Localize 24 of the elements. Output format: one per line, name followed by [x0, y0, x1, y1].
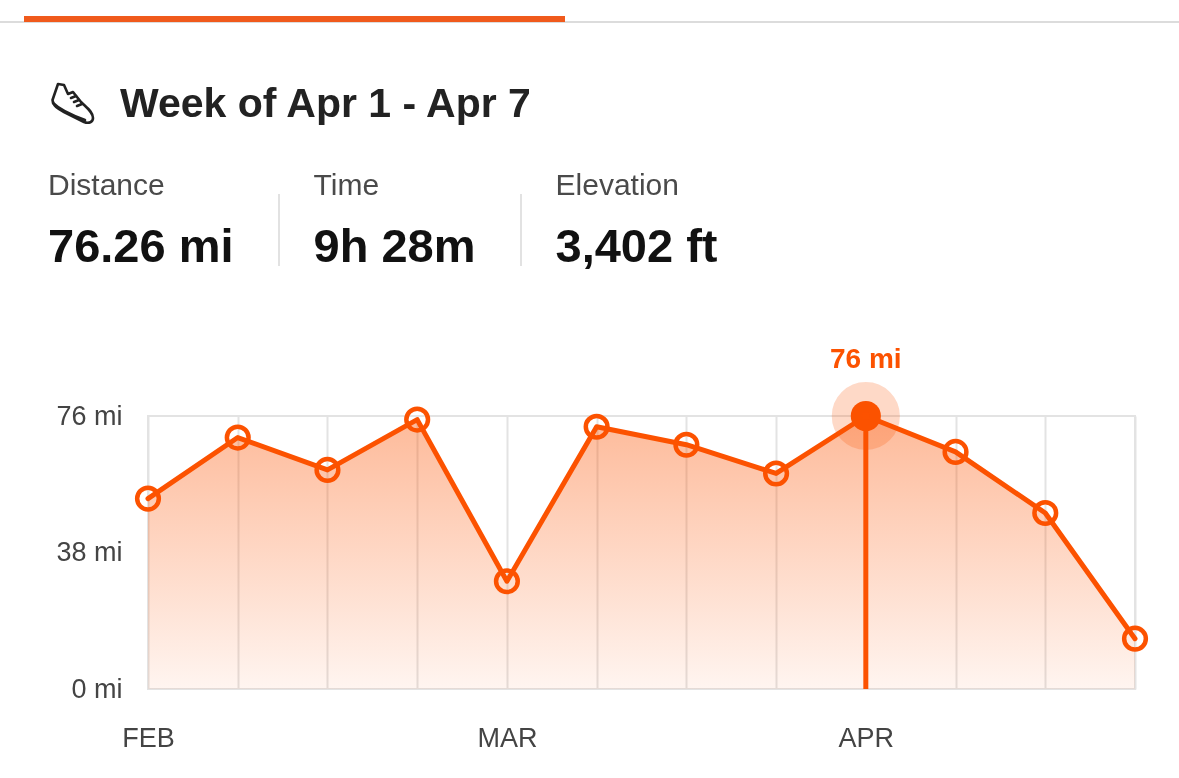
point [763, 460, 790, 487]
y-tick-label: 0 mi [71, 673, 123, 704]
y-tick-label: 38 mi [56, 537, 123, 567]
text: 76.26 mi [48, 218, 234, 274]
y-tick-label: 76 mi [56, 400, 123, 431]
chart-title: Week of Apr 1 - Apr 7 [120, 79, 531, 128]
point [1032, 499, 1059, 527]
point [224, 424, 251, 451]
point [942, 438, 969, 465]
text: 3,402 ft [555, 218, 718, 274]
point [134, 485, 162, 512]
point [404, 406, 431, 433]
point [831, 381, 900, 451]
point [1121, 625, 1149, 652]
data-label: 76 mi [830, 343, 902, 374]
text: Time [313, 167, 381, 203]
text: 9h 28m [313, 218, 476, 274]
x-tick-label: MAR [477, 722, 538, 753]
x-tick-label: APR [838, 722, 895, 753]
x-tick-label: FEB [122, 722, 175, 753]
point [493, 568, 520, 595]
text: Elevation [555, 167, 680, 203]
point [583, 413, 610, 440]
text: Distance [48, 167, 166, 203]
